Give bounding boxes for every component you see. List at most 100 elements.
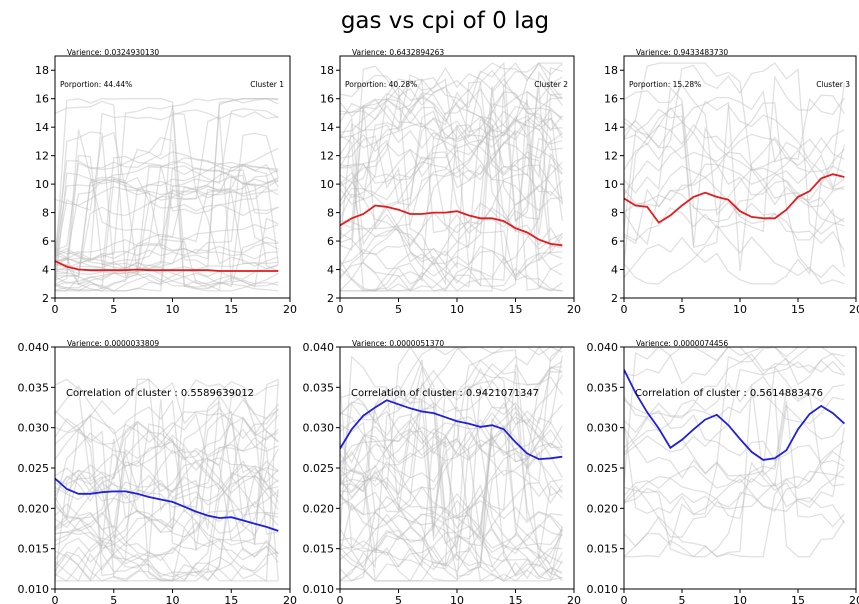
background-series-line xyxy=(55,461,279,528)
background-series-line xyxy=(340,383,563,582)
background-series-line xyxy=(340,426,563,582)
background-series-line xyxy=(340,460,563,533)
background-series-line xyxy=(340,88,563,247)
background-series-line xyxy=(55,136,279,292)
background-series-line xyxy=(55,161,279,277)
background-series-line xyxy=(340,126,563,234)
background-series-line xyxy=(55,272,279,292)
background-series-line xyxy=(55,379,279,582)
y-tick-label: 0.020 xyxy=(303,502,335,515)
background-series-line xyxy=(624,165,846,268)
background-series-line xyxy=(55,420,279,581)
background-series-line xyxy=(340,66,563,179)
x-tick-label: 5 xyxy=(395,594,402,604)
background-series-group xyxy=(55,98,279,292)
background-series-line xyxy=(624,393,845,434)
background-series-line xyxy=(340,156,563,234)
subplot-top-3: 2 4 6 8 10 12 14 16 18 0 5 10 15 20 Varience: 0.943348… xyxy=(604,48,859,316)
proportion-label: Porportion: 40.28% xyxy=(345,80,417,89)
background-series-line xyxy=(340,129,563,292)
background-series-line xyxy=(340,355,563,495)
background-series-line xyxy=(55,169,279,273)
background-series-line xyxy=(340,417,563,569)
x-tick-label: 5 xyxy=(395,303,402,316)
background-series-line xyxy=(624,375,845,558)
x-tick-label: 10 xyxy=(166,594,180,604)
background-series-line xyxy=(340,401,563,582)
background-series-line xyxy=(55,469,279,582)
x-tick-label: 20 xyxy=(849,594,859,604)
background-series-line xyxy=(624,108,845,285)
background-series-line xyxy=(55,378,279,577)
x-tick-label: 20 xyxy=(283,594,297,604)
background-series-line xyxy=(55,157,279,263)
y-tick-label: 16 xyxy=(604,93,618,106)
background-series-line xyxy=(340,84,563,292)
y-tick-label: 4 xyxy=(611,264,618,277)
background-series-line xyxy=(624,103,845,265)
background-series-line xyxy=(340,228,563,280)
y-tick-label: 0.035 xyxy=(587,381,619,394)
background-series-line xyxy=(624,482,845,524)
y-tick-label: 0.030 xyxy=(587,422,619,435)
background-series-line xyxy=(55,378,279,514)
background-series-line xyxy=(340,355,563,581)
y-tick-label: 14 xyxy=(35,121,49,134)
y-tick-label: 0.015 xyxy=(587,543,619,556)
background-series-line xyxy=(624,89,845,163)
background-series-line xyxy=(340,529,563,582)
background-series-line xyxy=(340,347,563,551)
x-tick-label: 0 xyxy=(52,303,59,316)
background-series-line xyxy=(340,363,563,536)
background-series-line xyxy=(55,169,279,215)
background-series-line xyxy=(340,425,563,559)
background-series-line xyxy=(55,151,279,251)
background-series-line xyxy=(55,161,279,285)
background-series-line xyxy=(55,241,279,264)
background-series-line xyxy=(340,142,563,280)
background-series-line xyxy=(55,264,279,292)
background-series-line xyxy=(55,165,279,272)
background-series-line xyxy=(624,86,845,211)
background-series-line xyxy=(340,93,563,257)
background-series-line xyxy=(340,421,563,568)
background-series-line xyxy=(340,347,563,516)
background-series-line xyxy=(55,467,279,519)
variance-label: Varience: 0.0324930130 xyxy=(67,48,159,57)
cluster-label: Cluster 2 xyxy=(534,80,568,89)
variance-label: Varience: 0.9433483730 xyxy=(636,48,728,57)
background-series-line xyxy=(340,62,563,292)
background-series-group xyxy=(624,62,846,285)
background-series-line xyxy=(340,410,563,567)
background-series-line xyxy=(340,123,563,265)
background-series-line xyxy=(55,147,279,277)
background-series-line xyxy=(340,232,563,292)
background-series-line xyxy=(340,411,563,563)
y-tick-label: 0.025 xyxy=(587,462,619,475)
background-series-line xyxy=(340,62,563,251)
x-tick-label: 10 xyxy=(166,303,180,316)
cluster-mean-line xyxy=(624,369,846,461)
background-series-line xyxy=(55,410,279,582)
background-series-line xyxy=(340,496,563,582)
background-series-line xyxy=(624,104,845,285)
y-tick-label: 6 xyxy=(327,235,334,248)
background-series-line xyxy=(624,396,845,467)
background-series-line xyxy=(624,153,845,223)
x-tick-label: 20 xyxy=(567,594,581,604)
background-series-line xyxy=(340,120,563,292)
background-series-line xyxy=(55,98,279,269)
y-tick-label: 0.010 xyxy=(587,583,619,596)
y-tick-label: 4 xyxy=(42,264,49,277)
cluster-mean-line xyxy=(340,399,563,461)
background-series-line xyxy=(340,98,563,292)
y-tick-label: 2 xyxy=(611,292,618,305)
subplot-bottom-3: 0.010 0.015 0.020 0.025 0.030 0.035 0.040 0 5 10 1… xyxy=(587,339,859,604)
background-series-line xyxy=(340,347,563,582)
y-tick-label: 0.010 xyxy=(18,583,50,596)
background-series-line xyxy=(55,432,279,504)
y-tick-label: 8 xyxy=(611,207,618,220)
background-series-line xyxy=(624,404,845,538)
background-series-line xyxy=(55,406,279,560)
background-series-group xyxy=(340,347,563,583)
